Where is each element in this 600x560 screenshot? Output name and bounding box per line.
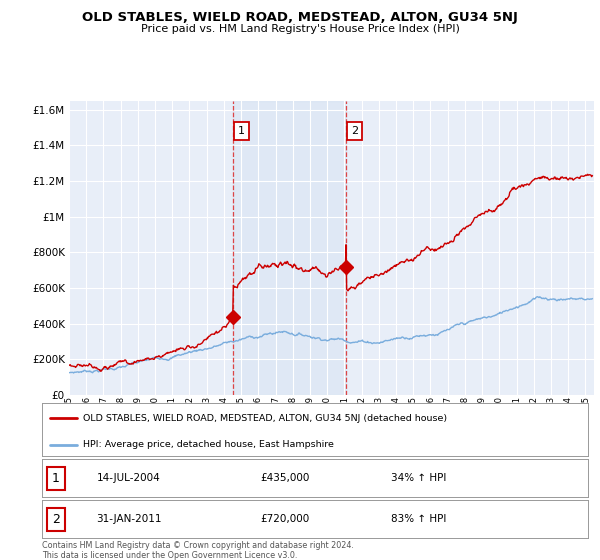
Text: 1: 1 xyxy=(238,126,245,136)
Text: Contains HM Land Registry data © Crown copyright and database right 2024.
This d: Contains HM Land Registry data © Crown c… xyxy=(42,541,354,560)
Text: 1: 1 xyxy=(52,472,59,485)
Text: OLD STABLES, WIELD ROAD, MEDSTEAD, ALTON, GU34 5NJ: OLD STABLES, WIELD ROAD, MEDSTEAD, ALTON… xyxy=(82,11,518,24)
Text: £435,000: £435,000 xyxy=(260,473,310,483)
Text: 2: 2 xyxy=(52,512,59,526)
Text: HPI: Average price, detached house, East Hampshire: HPI: Average price, detached house, East… xyxy=(83,440,334,449)
Text: 83% ↑ HPI: 83% ↑ HPI xyxy=(391,514,447,524)
Text: £720,000: £720,000 xyxy=(260,514,310,524)
Text: 2: 2 xyxy=(351,126,358,136)
Text: OLD STABLES, WIELD ROAD, MEDSTEAD, ALTON, GU34 5NJ (detached house): OLD STABLES, WIELD ROAD, MEDSTEAD, ALTON… xyxy=(83,414,447,423)
Text: 31-JAN-2011: 31-JAN-2011 xyxy=(97,514,162,524)
Text: 14-JUL-2004: 14-JUL-2004 xyxy=(97,473,160,483)
Text: 34% ↑ HPI: 34% ↑ HPI xyxy=(391,473,447,483)
Bar xyxy=(233,101,346,395)
Text: Price paid vs. HM Land Registry's House Price Index (HPI): Price paid vs. HM Land Registry's House … xyxy=(140,24,460,34)
